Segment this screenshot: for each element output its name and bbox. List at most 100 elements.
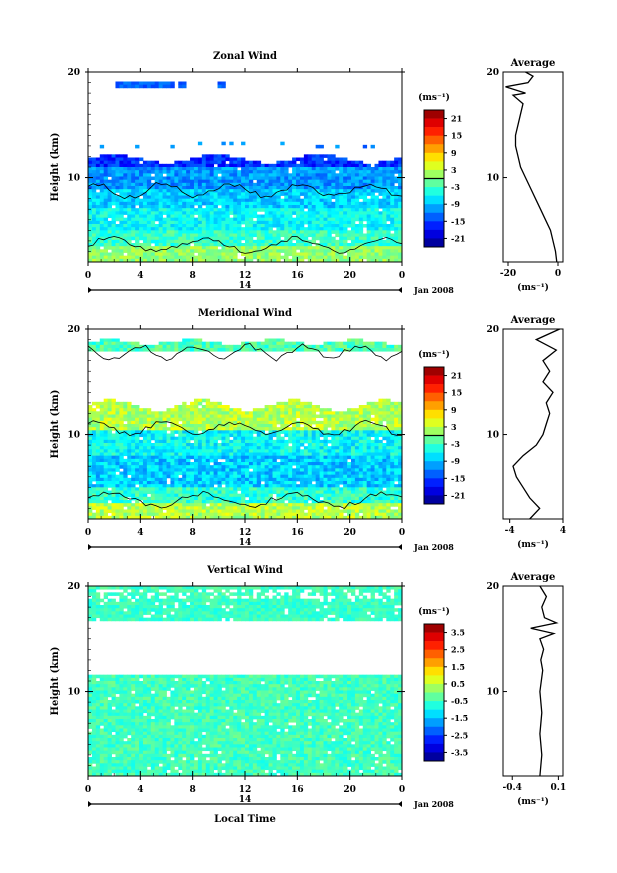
colorbar-segment <box>424 726 444 736</box>
panel-title: Meridional Wind <box>198 308 292 319</box>
colorbar-segment <box>424 452 444 462</box>
x-tick-label: 12 <box>239 785 252 795</box>
colorbar-segment <box>424 187 444 196</box>
colorbar-segment <box>424 152 444 162</box>
colorbar-segment <box>424 718 444 728</box>
colorbar-segment <box>424 221 444 231</box>
colorbar-segment <box>424 144 444 154</box>
colorbar-segment <box>424 444 444 453</box>
day-bar-arrow <box>88 801 92 807</box>
colorbar-segment <box>424 461 444 471</box>
day-bar-arrow <box>398 287 402 293</box>
day-bar-arrow <box>398 801 402 807</box>
colorbar-segment <box>424 666 444 676</box>
colorbar-tick-label: 15 <box>451 388 462 398</box>
x-tick-label: 20 <box>343 785 356 795</box>
heatmap-cells <box>88 586 403 777</box>
heatmap-cells <box>88 81 403 263</box>
x-tick-label: 8 <box>190 271 196 281</box>
colorbar-segment <box>424 486 444 496</box>
profile-line <box>530 585 559 777</box>
colorbar-tick-label: 3 <box>451 165 457 175</box>
zero-contour <box>87 182 403 254</box>
x-tick-label: 0 <box>85 271 91 281</box>
colorbar-unit: (ms⁻¹) <box>418 606 450 617</box>
x-axis-label: Local Time <box>214 814 276 825</box>
profile-x-tick-label: -20 <box>500 269 516 279</box>
colorbar-segment <box>424 195 444 205</box>
colorbar-tick-label: 21 <box>451 114 462 124</box>
profile-frame <box>502 71 564 263</box>
colorbar-segment <box>424 401 444 411</box>
colorbar-tick-label: 21 <box>451 371 462 381</box>
panel-3: Vertical Wind 20 10 Height (km) 0 4 8 12 16 20 0 14… <box>50 565 566 825</box>
colorbar-segment <box>424 127 444 136</box>
colorbar-segment <box>424 169 444 179</box>
day-bar-arrow <box>398 544 402 550</box>
profile-y-tick-label: 20 <box>486 325 499 335</box>
day-bar-arrow <box>88 544 92 550</box>
profile-x-tick-label: 0 <box>555 269 561 279</box>
colorbar-unit: (ms⁻¹) <box>418 92 450 103</box>
profile-frame <box>502 328 564 520</box>
month-label: Jan 2008 <box>413 285 454 295</box>
colorbar: (ms⁻¹) 21 15 9 3 -3 -9 -15 -21 <box>418 349 465 505</box>
colorbar-tick-label: 15 <box>451 131 462 141</box>
colorbar-tick-label: -2.5 <box>451 730 468 740</box>
panel-1: Zonal Wind 20 10 Height (km) 0 4 8 12 16 20 0 14 Jan… <box>50 51 564 295</box>
average-profile: Average 20 10 -0.4 0.1(ms⁻¹) <box>486 572 566 807</box>
y-tick-label: 10 <box>67 431 80 441</box>
colorbar-tick-label: 9 <box>451 405 457 415</box>
profile-x-tick-label: -4 <box>505 526 515 536</box>
panel-2: Meridional Wind 20 10 Height (km) 0 4 8 12 16 20 0… <box>50 308 566 552</box>
colorbar-tick-label: -3.5 <box>451 747 468 757</box>
colorbar-segment <box>424 418 444 428</box>
profile-unit: (ms⁻¹) <box>517 282 549 293</box>
colorbar-tick-label: -3 <box>451 182 460 192</box>
y-tick-label: 10 <box>67 174 80 184</box>
y-tick-label: 20 <box>67 325 80 335</box>
colorbar-frame <box>423 623 445 762</box>
colorbar-segment <box>424 692 444 702</box>
x-tick-label: 16 <box>291 785 304 795</box>
colorbar-tick-label: -15 <box>451 473 465 483</box>
y-axis-label: Height (km) <box>50 390 61 459</box>
colorbar-segment <box>424 212 444 222</box>
profile-x-tick-label: 0.1 <box>551 783 567 793</box>
x-tick-label: 4 <box>137 271 143 281</box>
y-tick-label: 10 <box>67 688 80 698</box>
colorbar-segment <box>424 469 444 479</box>
colorbar-segment <box>424 495 444 505</box>
profile-line <box>512 328 560 520</box>
day-label: 14 <box>239 538 252 548</box>
colorbar-segment <box>424 392 444 402</box>
x-tick-label: 4 <box>137 785 143 795</box>
colorbar-segment <box>424 641 444 650</box>
colorbar-segment <box>424 649 444 659</box>
x-tick-label: 0 <box>399 785 405 795</box>
day-label: 14 <box>239 281 252 291</box>
colorbar-tick-label: -15 <box>451 216 465 226</box>
profile-unit: (ms⁻¹) <box>517 796 549 807</box>
x-tick-label: 20 <box>343 271 356 281</box>
colorbar-unit: (ms⁻¹) <box>418 349 450 360</box>
colorbar-tick-label: -21 <box>451 490 465 500</box>
profile-line <box>505 71 558 263</box>
colorbar-tick-label: 1.5 <box>451 662 465 672</box>
colorbar-segment <box>424 409 444 419</box>
profile-y-tick-label: 10 <box>486 174 499 184</box>
colorbar-tick-label: 3.5 <box>451 628 465 638</box>
colorbar-segment <box>424 426 444 436</box>
colorbar-segment <box>424 735 444 745</box>
colorbar-segment <box>424 178 444 188</box>
colorbar-tick-label: -21 <box>451 233 465 243</box>
x-tick-label: 12 <box>239 271 252 281</box>
average-profile: Average 20 10 -20 0 (ms⁻¹) <box>486 58 564 293</box>
y-axis-label: Height (km) <box>50 647 61 716</box>
colorbar-segment <box>424 161 444 171</box>
colorbar-segment <box>424 375 444 385</box>
profile-frame <box>502 585 564 777</box>
profile-y-tick-label: 20 <box>486 582 499 592</box>
colorbar-segment <box>424 675 444 685</box>
month-label: Jan 2008 <box>413 542 454 552</box>
